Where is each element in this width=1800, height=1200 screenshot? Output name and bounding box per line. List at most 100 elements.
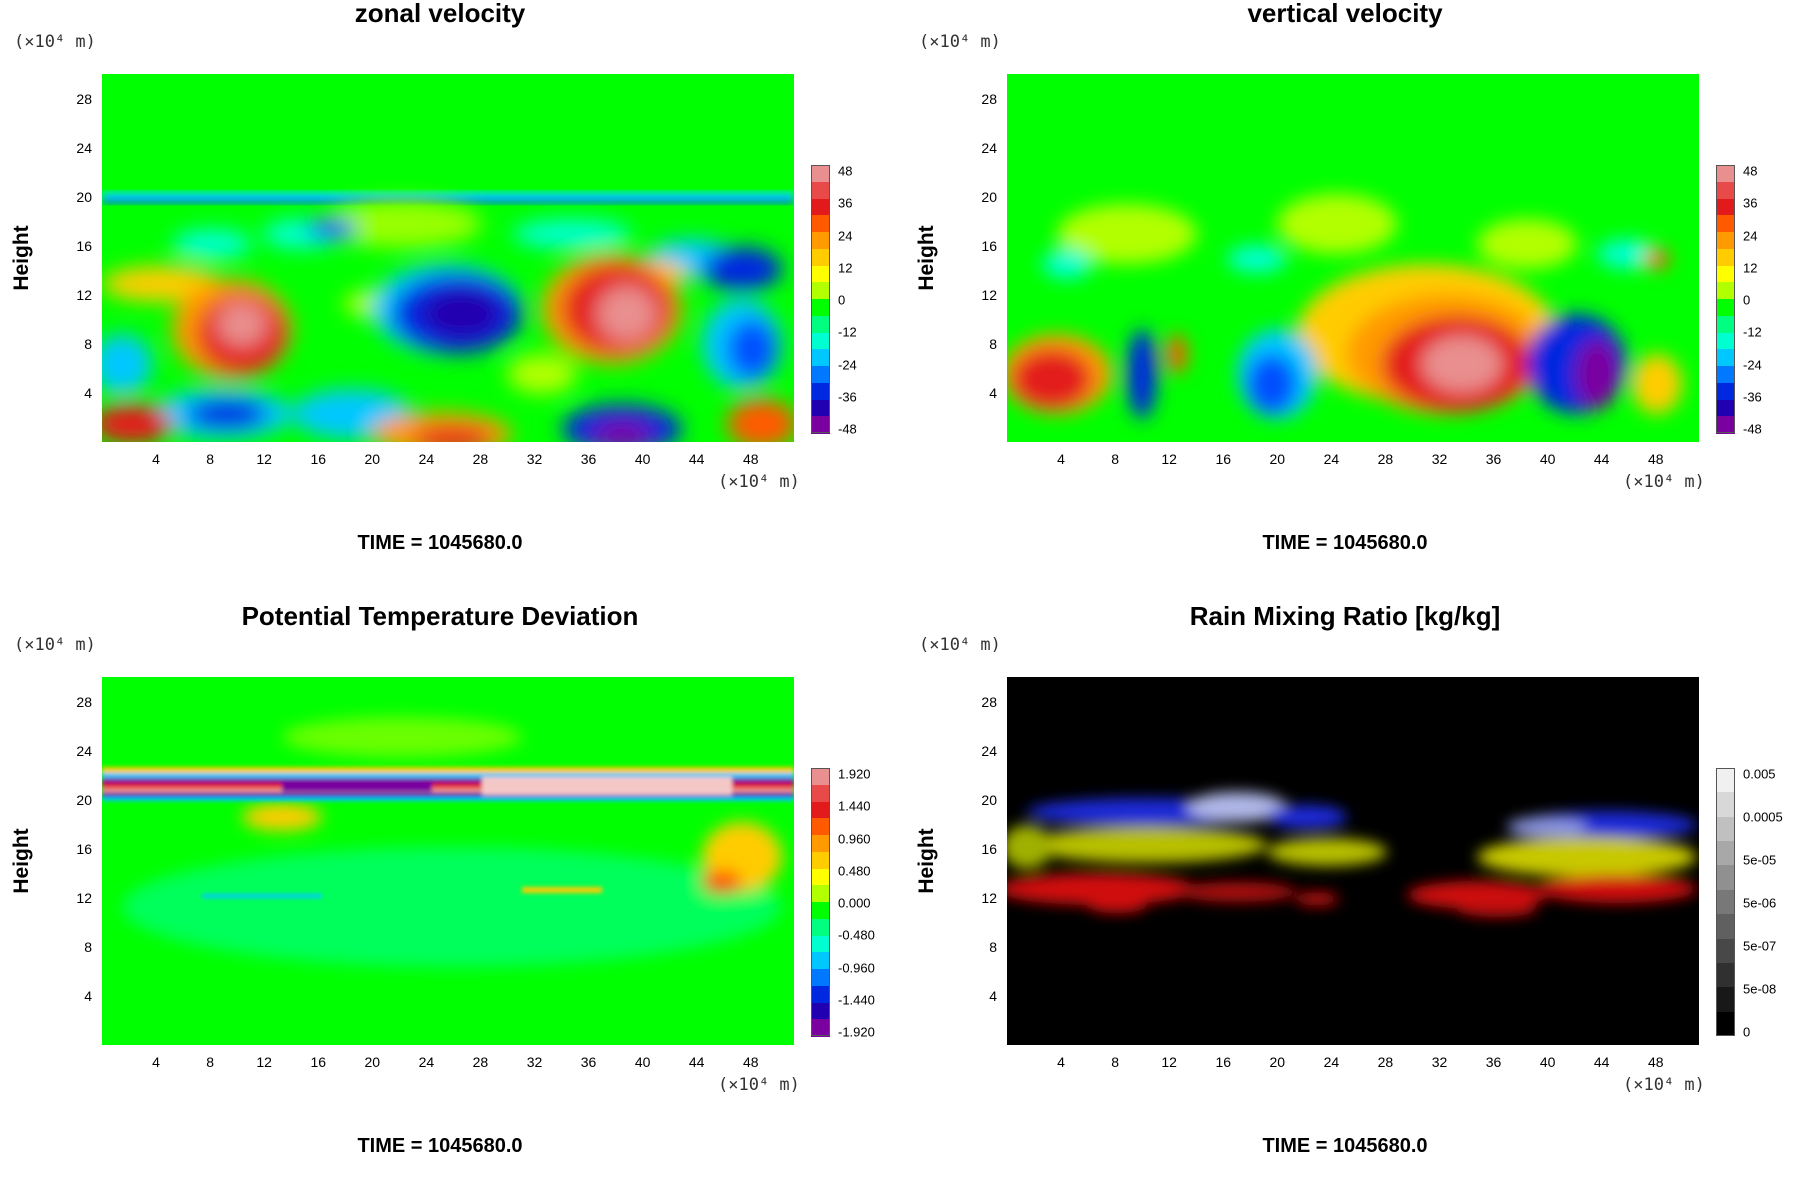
x-unit-label: (×10⁴ m) bbox=[718, 1075, 800, 1095]
colorbar bbox=[811, 768, 830, 1037]
plot-area bbox=[102, 74, 794, 442]
time-label: TIME = 1045680.0 bbox=[1262, 532, 1428, 554]
panel-potential-temperature-deviation: Potential Temperature Deviation (×10⁴ m)… bbox=[0, 601, 880, 1193]
time-label: TIME = 1045680.0 bbox=[1262, 1135, 1428, 1157]
y-tick-label: 20 bbox=[981, 188, 997, 205]
colorbar-segment bbox=[1716, 962, 1735, 988]
y-tick-label: 12 bbox=[981, 286, 997, 303]
colorbar-segment bbox=[811, 952, 830, 970]
x-tick-label: 24 bbox=[1323, 451, 1340, 467]
x-tick-label: 28 bbox=[1377, 1054, 1394, 1070]
x-unit-label: (×10⁴ m) bbox=[718, 472, 800, 492]
colorbar-segment bbox=[1716, 1011, 1735, 1037]
x-tick-label: 12 bbox=[1161, 451, 1177, 467]
colorbar-segment bbox=[811, 935, 830, 953]
colorbar-tick-label: 0.960 bbox=[838, 831, 871, 846]
colorbar-segment bbox=[1716, 248, 1735, 266]
x-tick-label: 28 bbox=[1377, 451, 1394, 467]
colorbar-segment bbox=[1716, 865, 1735, 891]
y-unit-label: (×10⁴ m) bbox=[14, 635, 96, 655]
colorbar-segment bbox=[811, 349, 830, 367]
x-tick-label: 20 bbox=[364, 1054, 381, 1070]
colorbar-segment bbox=[811, 1002, 830, 1020]
y-tick-label: 28 bbox=[981, 90, 997, 107]
colorbar-segment bbox=[811, 366, 830, 384]
heatmap-ptd bbox=[102, 677, 794, 1045]
chart-title: vertical velocity bbox=[1247, 0, 1443, 28]
panel-vertical-velocity: vertical velocity (×10⁴ m) Height bbox=[905, 0, 1785, 590]
colorbar bbox=[1716, 768, 1735, 1037]
colorbar-tick-label: 36 bbox=[838, 195, 853, 211]
chart-title: Rain Mixing Ratio [kg/kg] bbox=[1189, 601, 1501, 631]
colorbar-segment bbox=[811, 918, 830, 936]
x-tick-label: 4 bbox=[1057, 451, 1065, 467]
colorbar-segment bbox=[1716, 938, 1735, 964]
x-tick-label: 32 bbox=[1431, 451, 1448, 467]
colorbar-tick-label: 0.0005 bbox=[1743, 809, 1783, 825]
colorbar-tick-label: -12 bbox=[838, 324, 857, 340]
colorbar-segment bbox=[811, 165, 830, 183]
y-tick-label: 12 bbox=[76, 286, 92, 303]
x-tick-label: 24 bbox=[418, 1054, 435, 1070]
colorbar-tick-label: -48 bbox=[838, 421, 857, 437]
x-tick-label: 48 bbox=[1647, 451, 1664, 467]
x-tick-label: 4 bbox=[1057, 1054, 1065, 1070]
colorbar-tick-label: 0.005 bbox=[1743, 766, 1776, 782]
colorbar-tick-label: 0.000 bbox=[838, 895, 871, 911]
y-unit-label: (×10⁴ m) bbox=[919, 635, 1001, 655]
x-tick-label: 40 bbox=[1539, 1054, 1556, 1070]
y-tick-label: 16 bbox=[981, 237, 997, 254]
x-tick-label: 8 bbox=[1111, 451, 1120, 467]
y-tick-label: 28 bbox=[981, 693, 997, 710]
colorbar-tick-label: -0.960 bbox=[838, 960, 875, 975]
colorbar-segment bbox=[1716, 382, 1735, 400]
colorbar-tick-label: 0 bbox=[838, 292, 846, 308]
x-tick-label: 16 bbox=[310, 1054, 327, 1070]
x-tick-label: 16 bbox=[310, 451, 327, 467]
y-axis-label: Height bbox=[915, 225, 938, 291]
y-tick-label: 28 bbox=[76, 693, 92, 710]
x-unit-label: (×10⁴ m) bbox=[1623, 1075, 1705, 1095]
colorbar-segment bbox=[811, 851, 830, 869]
colorbar-segment bbox=[811, 332, 830, 350]
x-tick-label: 48 bbox=[742, 1054, 759, 1070]
colorbar-tick-label: 5e-08 bbox=[1743, 981, 1777, 997]
colorbar-tick-label: -24 bbox=[1743, 357, 1762, 372]
colorbar-segment bbox=[1716, 816, 1735, 842]
y-tick-label: 4 bbox=[989, 987, 997, 1004]
y-tick-label: 16 bbox=[76, 840, 92, 857]
colorbar-segment bbox=[811, 399, 830, 417]
x-tick-label: 28 bbox=[472, 1054, 489, 1070]
colorbar-segment bbox=[1716, 232, 1735, 250]
y-tick-label: 28 bbox=[76, 90, 92, 107]
y-axis-label: Height bbox=[10, 225, 33, 291]
colorbar-tick-label: -48 bbox=[1743, 421, 1762, 437]
x-tick-label: 48 bbox=[742, 451, 759, 467]
colorbar-segment bbox=[1716, 181, 1735, 199]
colorbar-tick-label: 0 bbox=[1743, 1024, 1751, 1040]
colorbar-tick-label: -36 bbox=[838, 389, 857, 405]
colorbar-tick-label: -12 bbox=[1743, 324, 1762, 340]
colorbar bbox=[1716, 165, 1735, 434]
y-tick-label: 20 bbox=[76, 188, 92, 205]
colorbar-segment bbox=[811, 232, 830, 250]
colorbar-segment bbox=[811, 768, 830, 786]
colorbar-segment bbox=[1716, 399, 1735, 417]
x-tick-label: 8 bbox=[1111, 1054, 1120, 1070]
colorbar-segment bbox=[811, 315, 830, 333]
colorbar-segment bbox=[811, 215, 830, 233]
y-tick-label: 20 bbox=[981, 791, 997, 808]
y-tick-label: 4 bbox=[84, 384, 92, 401]
colorbar-segment bbox=[811, 299, 830, 317]
y-tick-label: 4 bbox=[84, 987, 92, 1004]
x-tick-label: 20 bbox=[1269, 1054, 1286, 1070]
colorbar-segment bbox=[1716, 792, 1735, 818]
colorbar-segment bbox=[1716, 332, 1735, 350]
x-tick-label: 16 bbox=[1215, 451, 1232, 467]
chart-title: zonal velocity bbox=[354, 0, 526, 28]
x-tick-label: 24 bbox=[1323, 1054, 1340, 1070]
colorbar-tick-label: 1.440 bbox=[838, 798, 871, 814]
colorbar-frame bbox=[811, 768, 830, 1036]
colorbar-segment bbox=[1716, 416, 1735, 434]
colorbar-segment bbox=[1716, 914, 1735, 940]
